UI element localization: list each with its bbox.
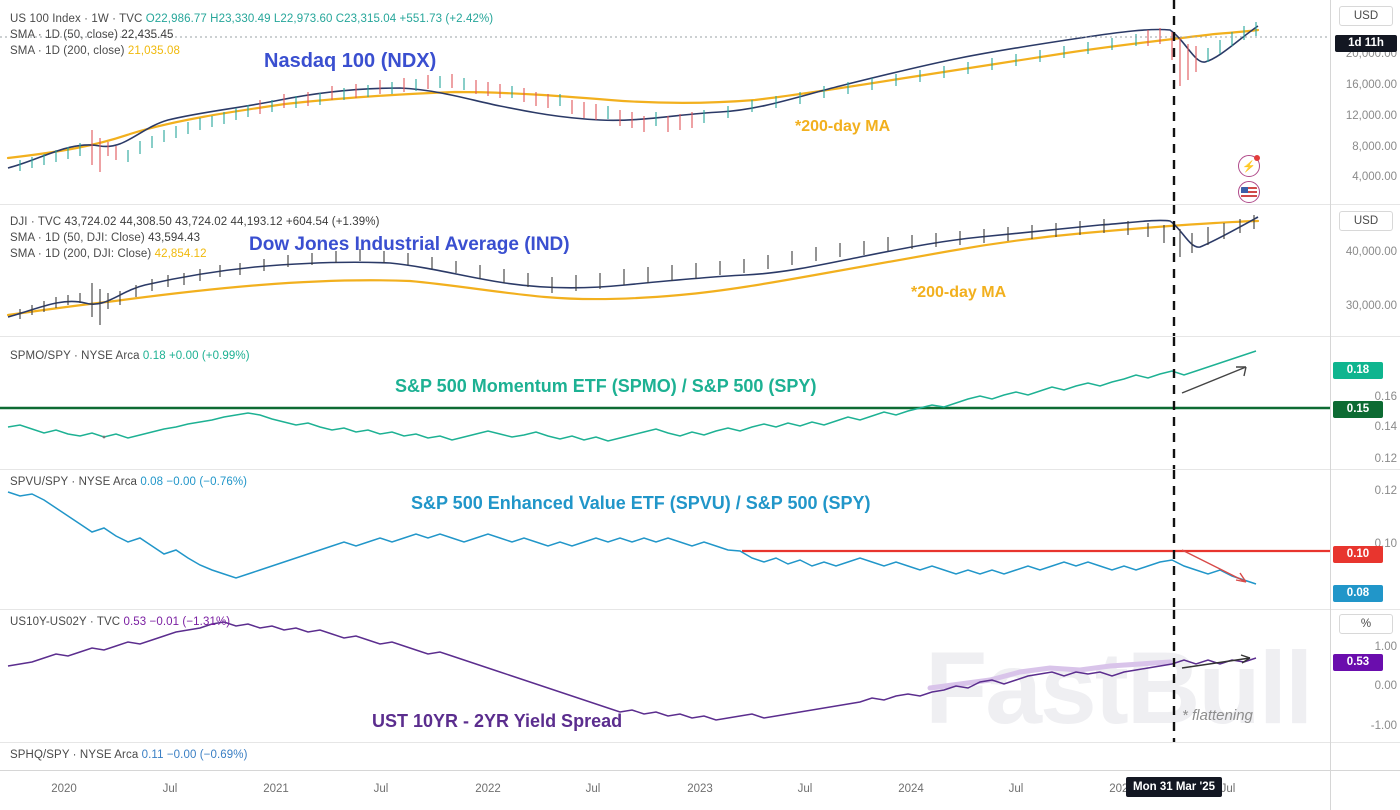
cursor-date-badge: Mon 31 Mar '25	[1126, 777, 1222, 797]
us-flag-icon[interactable]	[1238, 181, 1260, 203]
axis-tick: 0.00	[1374, 680, 1397, 692]
legend-values: 0.08 −0.00 (−0.76%)	[140, 476, 248, 488]
legend-symbol: DJI · TVC	[10, 216, 62, 228]
legend-symbol: SPHQ/SPY · NYSE Arca	[10, 749, 139, 761]
legend-ndx: US 100 Index · 1W · TVC O22,986.77 H23,3…	[10, 11, 493, 59]
time-tick: Jul	[585, 783, 601, 795]
panel-spread[interactable]	[0, 610, 1330, 743]
legend-values: 0.53 −0.01 (−1.31%)	[123, 616, 231, 628]
legend-spread: US10Y-US02Y · TVC 0.53 −0.01 (−1.31%)	[10, 614, 230, 630]
legend-row: SPMO/SPY · NYSE Arca 0.18 +0.00 (+0.99%)	[10, 348, 250, 364]
panel-title-spvu: S&P 500 Enhanced Value ETF (SPVU) / S&P …	[411, 493, 871, 513]
axis-tick: 0.16	[1374, 391, 1397, 403]
axis-tick: 4,000.00	[1352, 171, 1397, 183]
axis-tick: 12,000.00	[1345, 110, 1397, 122]
legend-symbol: SMA · 1D (50, DJI: Close)	[10, 232, 145, 244]
annotation-dji-200ma: *200-day MA	[911, 284, 1007, 301]
legend-row: DJI · TVC 43,724.02 44,308.50 43,724.02 …	[10, 214, 380, 230]
legend-values: 0.11 −0.00 (−0.69%)	[141, 749, 248, 761]
legend-values: O22,986.77 H23,330.49 L22,973.60 C23,315…	[145, 13, 494, 25]
legend-row: SMA · 1D (200, close) 21,035.08	[10, 43, 493, 59]
time-tick: Jul	[1220, 783, 1236, 795]
earnings-bolt-icon[interactable]: ⚡	[1238, 155, 1260, 177]
axis-section-spmo[interactable]: 0.16 0.14 0.12	[1331, 337, 1400, 470]
legend-values: 22,435.45	[121, 29, 174, 41]
legend-row: US10Y-US02Y · TVC 0.53 −0.01 (−1.31%)	[10, 614, 230, 630]
fastbull-watermark: FastBull	[925, 631, 1313, 745]
time-tick: 2020	[51, 783, 77, 795]
time-tick: 2022	[475, 783, 501, 795]
panel-spmo[interactable]	[0, 337, 1330, 470]
legend-symbol: SMA · 1D (200, close)	[10, 45, 125, 57]
legend-symbol: SPMO/SPY · NYSE Arca	[10, 350, 140, 362]
panel-title-ndx: Nasdaq 100 (NDX)	[264, 50, 437, 72]
axis-section-dji[interactable]: USD 40,000.00 30,000.00	[1331, 205, 1400, 337]
axis-tick: 0.14	[1374, 421, 1397, 433]
axis-tick: 30,000.00	[1345, 300, 1397, 312]
legend-symbol: SPVU/SPY · NYSE Arca	[10, 476, 138, 488]
legend-values: 43,724.02 44,308.50 43,724.02 44,193.12 …	[64, 216, 380, 228]
panel-title-spread: UST 10YR - 2YR Yield Spread	[372, 711, 623, 731]
legend-row: SPHQ/SPY · NYSE Arca 0.11 −0.00 (−0.69%)	[10, 747, 248, 763]
panel-title-dji: Dow Jones Industrial Average (IND)	[249, 234, 570, 255]
last-price-spread: 0.53	[1333, 654, 1383, 671]
level-price-spvu: 0.10	[1333, 546, 1383, 563]
legend-symbol: US 100 Index · 1W · TVC	[10, 13, 143, 25]
axis-tick: 8,000.00	[1352, 141, 1397, 153]
legend-spvu: SPVU/SPY · NYSE Arca 0.08 −0.00 (−0.76%)	[10, 474, 247, 490]
axis-tick: 40,000.00	[1345, 246, 1397, 258]
axis-tick: 16,000.00	[1345, 79, 1397, 91]
currency-badge-ndx: USD	[1339, 6, 1393, 26]
legend-symbol: SMA · 1D (200, DJI: Close)	[10, 248, 152, 260]
legend-row: SMA · 1D (50, close) 22,435.45	[10, 27, 493, 43]
time-tick: Jul	[797, 783, 813, 795]
legend-values: 0.18 +0.00 (+0.99%)	[142, 350, 250, 362]
annotation-flattening: * flattening	[1182, 707, 1253, 724]
axis-section-spread[interactable]: % 1.00 0.00 -1.00	[1331, 610, 1400, 743]
axis-tick: 1.00	[1374, 641, 1397, 653]
event-icons[interactable]: ⚡	[1238, 155, 1260, 207]
legend-dji: DJI · TVC 43,724.02 44,308.50 43,724.02 …	[10, 214, 380, 262]
axis-section-ndx[interactable]: USD 20,000.00 16,000.00 12,000.00 8,000.…	[1331, 0, 1400, 205]
currency-badge-spread: %	[1339, 614, 1393, 634]
axis-tick: 0.12	[1374, 453, 1397, 465]
legend-symbol: SMA · 1D (50, close)	[10, 29, 119, 41]
legend-values: 42,854.12	[154, 248, 207, 260]
panel-title-spmo: S&P 500 Momentum ETF (SPMO) / S&P 500 (S…	[395, 376, 817, 396]
annotation-ndx-200ma: *200-day MA	[795, 118, 891, 135]
legend-values: 21,035.08	[127, 45, 180, 57]
legend-row: SMA · 1D (50, DJI: Close) 43,594.43	[10, 230, 380, 246]
legend-symbol: US10Y-US02Y · TVC	[10, 616, 121, 628]
time-tick: Jul	[373, 783, 389, 795]
panel-spvu[interactable]	[0, 470, 1330, 610]
time-tick: Jul	[162, 783, 178, 795]
legend-values: 43,594.43	[148, 232, 201, 244]
axis-tick: -1.00	[1370, 720, 1397, 732]
time-tick: Jul	[1008, 783, 1024, 795]
axis-tick: 0.12	[1374, 485, 1397, 497]
legend-spmo: SPMO/SPY · NYSE Arca 0.18 +0.00 (+0.99%)	[10, 348, 250, 364]
legend-row: SPVU/SPY · NYSE Arca 0.08 −0.00 (−0.76%)	[10, 474, 247, 490]
countdown-badge: 1d 11h	[1335, 35, 1397, 52]
currency-badge-dji: USD	[1339, 211, 1393, 231]
panel-dji[interactable]	[0, 205, 1330, 337]
legend-row: US 100 Index · 1W · TVC O22,986.77 H23,3…	[10, 11, 493, 27]
last-price-spmo: 0.18	[1333, 362, 1383, 379]
level-price-spmo: 0.15	[1333, 401, 1383, 418]
time-axis[interactable]: 2020 Jul 2021 Jul 2022 Jul 2023 Jul 2024…	[0, 770, 1400, 810]
time-tick: 2024	[898, 783, 924, 795]
price-axis[interactable]: USD 20,000.00 16,000.00 12,000.00 8,000.…	[1330, 0, 1400, 770]
time-tick: 2021	[263, 783, 289, 795]
last-price-spvu: 0.08	[1333, 585, 1383, 602]
panel-ndx[interactable]	[0, 0, 1330, 205]
legend-sphq: SPHQ/SPY · NYSE Arca 0.11 −0.00 (−0.69%)	[10, 747, 248, 763]
axis-divider	[1330, 771, 1331, 810]
time-tick: 2023	[687, 783, 713, 795]
legend-row: SMA · 1D (200, DJI: Close) 42,854.12	[10, 246, 380, 262]
